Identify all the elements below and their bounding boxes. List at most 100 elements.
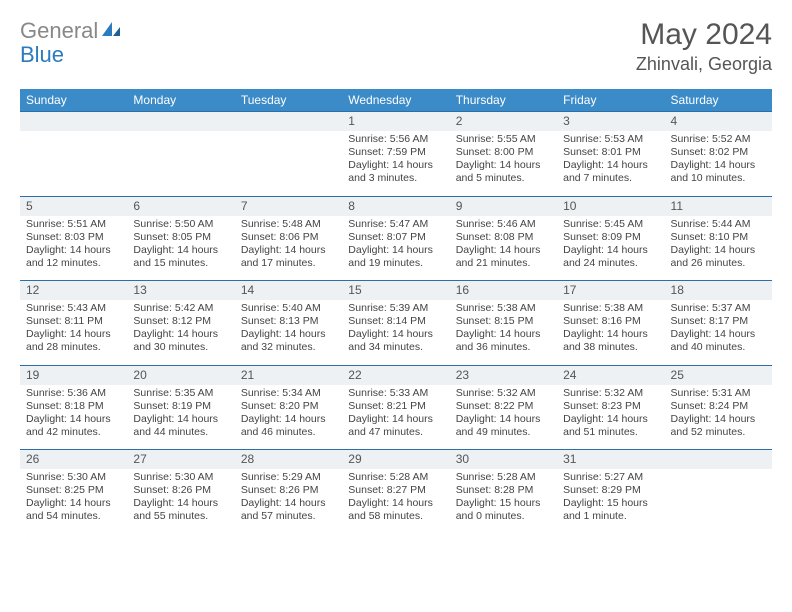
day-cell: Sunrise: 5:30 AMSunset: 8:25 PMDaylight:… <box>20 469 127 528</box>
day-cell: Sunrise: 5:32 AMSunset: 8:23 PMDaylight:… <box>557 385 664 444</box>
sunrise-text: Sunrise: 5:44 AM <box>671 218 766 231</box>
day-cell: Sunrise: 5:28 AMSunset: 8:28 PMDaylight:… <box>450 469 557 528</box>
day-cell: Sunrise: 5:29 AMSunset: 8:26 PMDaylight:… <box>235 469 342 528</box>
sunset-text: Sunset: 8:21 PM <box>348 400 443 413</box>
daylight-text: Daylight: 14 hours and 52 minutes. <box>671 413 766 439</box>
sunset-text: Sunset: 8:06 PM <box>241 231 336 244</box>
week-content-row: Sunrise: 5:36 AMSunset: 8:18 PMDaylight:… <box>20 385 772 450</box>
sunrise-text: Sunrise: 5:28 AM <box>348 471 443 484</box>
day-number <box>127 111 234 131</box>
weekday-header: Friday <box>557 89 664 111</box>
sunrise-text: Sunrise: 5:37 AM <box>671 302 766 315</box>
day-number: 16 <box>450 280 557 300</box>
sunrise-text: Sunrise: 5:32 AM <box>456 387 551 400</box>
logo-text-1: General <box>20 18 98 44</box>
sunset-text: Sunset: 8:11 PM <box>26 315 121 328</box>
header: General May 2024 Zhinvali, Georgia <box>20 18 772 75</box>
day-number: 9 <box>450 196 557 216</box>
day-cell: Sunrise: 5:36 AMSunset: 8:18 PMDaylight:… <box>20 385 127 444</box>
day-cell: Sunrise: 5:45 AMSunset: 8:09 PMDaylight:… <box>557 216 664 275</box>
sunrise-text: Sunrise: 5:55 AM <box>456 133 551 146</box>
daylight-text: Daylight: 14 hours and 54 minutes. <box>26 497 121 523</box>
sunset-text: Sunset: 8:29 PM <box>563 484 658 497</box>
day-cell: Sunrise: 5:32 AMSunset: 8:22 PMDaylight:… <box>450 385 557 444</box>
daylight-text: Daylight: 15 hours and 0 minutes. <box>456 497 551 523</box>
sunset-text: Sunset: 8:25 PM <box>26 484 121 497</box>
week-content-row: Sunrise: 5:56 AMSunset: 7:59 PMDaylight:… <box>20 131 772 196</box>
day-number <box>20 111 127 131</box>
sunrise-text: Sunrise: 5:43 AM <box>26 302 121 315</box>
sunrise-text: Sunrise: 5:45 AM <box>563 218 658 231</box>
sunset-text: Sunset: 8:23 PM <box>563 400 658 413</box>
daylight-text: Daylight: 14 hours and 12 minutes. <box>26 244 121 270</box>
daylight-text: Daylight: 14 hours and 38 minutes. <box>563 328 658 354</box>
day-number: 5 <box>20 196 127 216</box>
sunset-text: Sunset: 8:13 PM <box>241 315 336 328</box>
sunset-text: Sunset: 8:01 PM <box>563 146 658 159</box>
day-cell: Sunrise: 5:35 AMSunset: 8:19 PMDaylight:… <box>127 385 234 444</box>
daylight-text: Daylight: 14 hours and 57 minutes. <box>241 497 336 523</box>
daylight-text: Daylight: 14 hours and 51 minutes. <box>563 413 658 439</box>
day-number: 27 <box>127 449 234 469</box>
day-number: 30 <box>450 449 557 469</box>
sunset-text: Sunset: 8:28 PM <box>456 484 551 497</box>
daylight-text: Daylight: 14 hours and 47 minutes. <box>348 413 443 439</box>
sunset-text: Sunset: 8:12 PM <box>133 315 228 328</box>
sunrise-text: Sunrise: 5:35 AM <box>133 387 228 400</box>
weekday-header-row: Sunday Monday Tuesday Wednesday Thursday… <box>20 89 772 111</box>
weekday-header: Tuesday <box>235 89 342 111</box>
month-title: May 2024 <box>636 18 772 52</box>
sunrise-text: Sunrise: 5:30 AM <box>26 471 121 484</box>
sunset-text: Sunset: 8:27 PM <box>348 484 443 497</box>
day-number: 19 <box>20 365 127 385</box>
day-cell: Sunrise: 5:39 AMSunset: 8:14 PMDaylight:… <box>342 300 449 359</box>
day-cell: Sunrise: 5:51 AMSunset: 8:03 PMDaylight:… <box>20 216 127 275</box>
weekday-header: Sunday <box>20 89 127 111</box>
weekday-header: Monday <box>127 89 234 111</box>
day-cell: Sunrise: 5:38 AMSunset: 8:16 PMDaylight:… <box>557 300 664 359</box>
sunset-text: Sunset: 8:10 PM <box>671 231 766 244</box>
day-number: 6 <box>127 196 234 216</box>
day-cell <box>20 131 127 137</box>
daylight-text: Daylight: 14 hours and 32 minutes. <box>241 328 336 354</box>
day-cell: Sunrise: 5:47 AMSunset: 8:07 PMDaylight:… <box>342 216 449 275</box>
location: Zhinvali, Georgia <box>636 54 772 75</box>
daylight-text: Daylight: 14 hours and 40 minutes. <box>671 328 766 354</box>
day-cell: Sunrise: 5:48 AMSunset: 8:06 PMDaylight:… <box>235 216 342 275</box>
daylight-text: Daylight: 14 hours and 42 minutes. <box>26 413 121 439</box>
week-daynum-row: 262728293031 <box>20 449 772 469</box>
sunset-text: Sunset: 8:24 PM <box>671 400 766 413</box>
weekday-header: Wednesday <box>342 89 449 111</box>
day-number: 2 <box>450 111 557 131</box>
week-daynum-row: 567891011 <box>20 196 772 216</box>
day-number: 18 <box>665 280 772 300</box>
sunrise-text: Sunrise: 5:31 AM <box>671 387 766 400</box>
day-number: 10 <box>557 196 664 216</box>
logo-sail-icon <box>100 18 122 44</box>
sunrise-text: Sunrise: 5:40 AM <box>241 302 336 315</box>
daylight-text: Daylight: 15 hours and 1 minute. <box>563 497 658 523</box>
daylight-text: Daylight: 14 hours and 34 minutes. <box>348 328 443 354</box>
day-cell <box>665 469 772 475</box>
sunset-text: Sunset: 8:19 PM <box>133 400 228 413</box>
day-number: 14 <box>235 280 342 300</box>
day-number: 17 <box>557 280 664 300</box>
day-cell: Sunrise: 5:30 AMSunset: 8:26 PMDaylight:… <box>127 469 234 528</box>
sunrise-text: Sunrise: 5:38 AM <box>456 302 551 315</box>
sunset-text: Sunset: 8:05 PM <box>133 231 228 244</box>
day-cell: Sunrise: 5:37 AMSunset: 8:17 PMDaylight:… <box>665 300 772 359</box>
sunset-text: Sunset: 8:07 PM <box>348 231 443 244</box>
daylight-text: Daylight: 14 hours and 58 minutes. <box>348 497 443 523</box>
sunrise-text: Sunrise: 5:56 AM <box>348 133 443 146</box>
day-cell: Sunrise: 5:52 AMSunset: 8:02 PMDaylight:… <box>665 131 772 190</box>
day-number <box>235 111 342 131</box>
day-cell: Sunrise: 5:55 AMSunset: 8:00 PMDaylight:… <box>450 131 557 190</box>
day-number: 31 <box>557 449 664 469</box>
day-number: 25 <box>665 365 772 385</box>
sunset-text: Sunset: 8:26 PM <box>241 484 336 497</box>
day-cell: Sunrise: 5:53 AMSunset: 8:01 PMDaylight:… <box>557 131 664 190</box>
sunset-text: Sunset: 8:08 PM <box>456 231 551 244</box>
sunset-text: Sunset: 8:18 PM <box>26 400 121 413</box>
sunrise-text: Sunrise: 5:29 AM <box>241 471 336 484</box>
sunset-text: Sunset: 8:00 PM <box>456 146 551 159</box>
